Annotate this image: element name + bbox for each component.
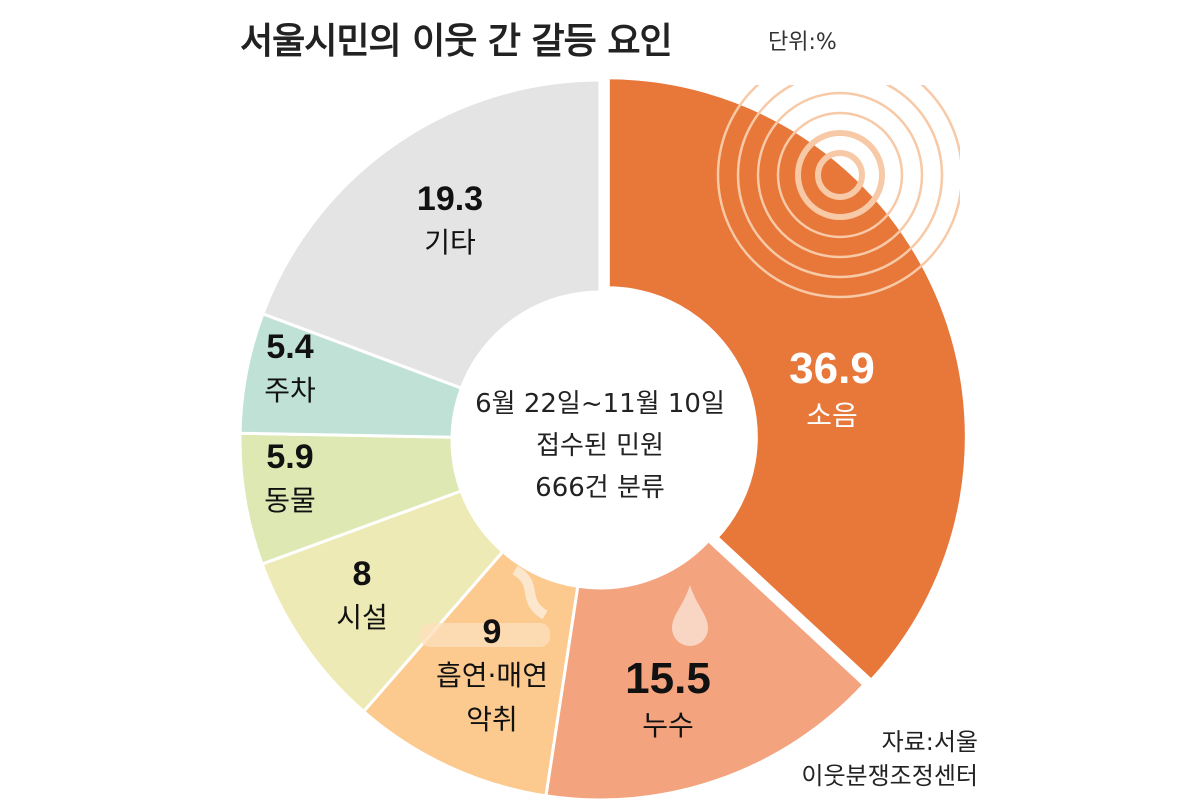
source-line-2: 이웃분쟁조정센터 xyxy=(801,762,978,790)
slice-value-1: 36.9 xyxy=(789,344,875,393)
slice-label-5: 동물 xyxy=(264,484,316,517)
center-text-1: 6월 22일~11월 10일 xyxy=(475,389,725,419)
slice-value-2: 15.5 xyxy=(625,654,711,703)
sound-wave-icon xyxy=(716,85,960,299)
smoke-icon xyxy=(512,565,548,620)
donut-slice-1 xyxy=(604,74,970,686)
center-text-3: 666건 분류 xyxy=(535,473,665,503)
donut-slice-2 xyxy=(544,538,867,800)
slice-label-2: 누수 xyxy=(642,709,694,742)
slice-label-7: 기타 xyxy=(424,226,476,259)
slice-label-1: 소음 xyxy=(806,399,858,432)
donut-slice-7 xyxy=(260,78,602,391)
slice-label-6: 주차 xyxy=(264,374,316,407)
slice-value-7: 19.3 xyxy=(417,180,483,218)
slice-label-3: 악취 xyxy=(466,703,518,736)
slice-value-4: 8 xyxy=(353,555,372,593)
unit-label: 단위:% xyxy=(768,30,837,55)
slice-value-5: 5.9 xyxy=(266,438,313,476)
slice-value-6: 5.4 xyxy=(266,328,313,366)
slice-value-3: 9 xyxy=(483,613,502,651)
water-drop-icon xyxy=(672,585,708,646)
slice-label-3: 흡연·매연 xyxy=(436,659,548,692)
source-line-1: 자료:서울 xyxy=(881,728,978,756)
cigarette-icon xyxy=(420,623,550,647)
slice-label-4: 시설 xyxy=(336,601,388,634)
chart-title: 서울시민의 이웃 간 갈등 요인 xyxy=(240,21,673,62)
center-text-2: 접수된 민원 xyxy=(536,431,664,461)
